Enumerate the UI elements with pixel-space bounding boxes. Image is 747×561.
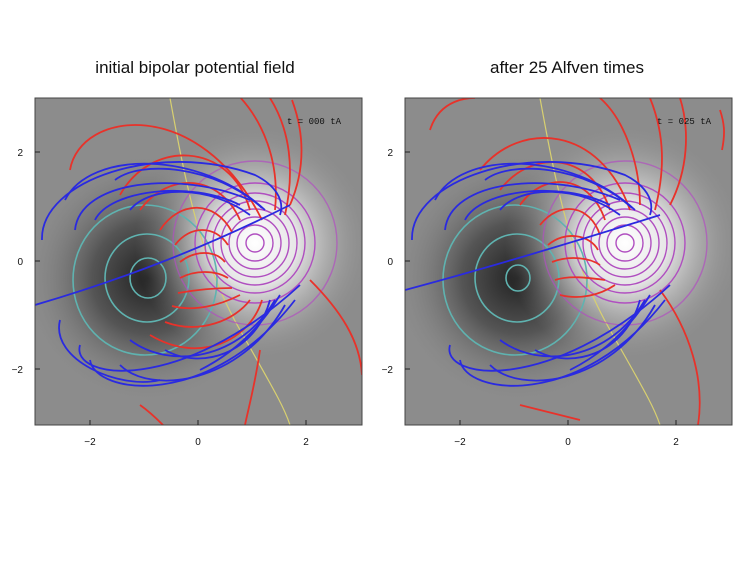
- panel-right-plot: t = 025 tA −2 0 2 2 0 −2: [382, 97, 733, 448]
- panel-right-y-tick-1: 2: [387, 148, 393, 159]
- positive-pole-contours: [172, 160, 338, 326]
- panel-right-time-label: t = 025 tA: [657, 117, 712, 127]
- panel-left-y-tick-1: 2: [17, 148, 23, 159]
- panel-left-title: initial bipolar potential field: [95, 58, 295, 77]
- positive-pole-contours: [542, 160, 708, 326]
- panel-right-title: after 25 Alfven times: [489, 58, 645, 77]
- panel-right-ticks: [405, 151, 677, 425]
- panel-right-x-tick-3: 2: [673, 437, 679, 448]
- red-field-lines: [69, 98, 362, 425]
- panel-left-plot: t = 000 tA −2 0 2 2 0 −2: [12, 97, 363, 448]
- blue-field-lines: [35, 161, 301, 387]
- panel-right-x-tick-2: 0: [565, 437, 571, 448]
- panel-left-x-tick-3: 2: [303, 437, 309, 448]
- blue-field-lines: [405, 161, 671, 387]
- panel-left-y-tick-3: −2: [12, 365, 24, 376]
- panel-right-y-tick-2: 0: [387, 257, 393, 268]
- panel-left-ticks: [35, 151, 307, 425]
- panel-left-x-tick-2: 0: [195, 437, 201, 448]
- panel-left-time-label: t = 000 tA: [287, 117, 342, 127]
- panel-left-y-tick-2: 0: [17, 257, 23, 268]
- panel-left-field-image: t = 000 tA: [35, 98, 362, 425]
- panel-left-x-tick-1: −2: [84, 437, 96, 448]
- panel-right-y-tick-3: −2: [382, 365, 394, 376]
- panel-right-x-tick-1: −2: [454, 437, 466, 448]
- panel-right-field-image: t = 025 tA: [405, 98, 732, 425]
